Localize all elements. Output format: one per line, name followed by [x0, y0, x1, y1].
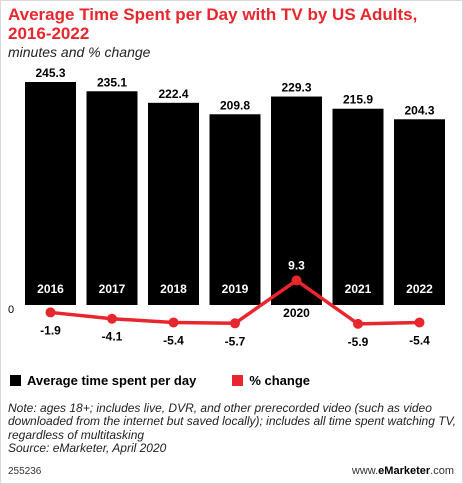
- chart-area: 0 245.3 2016 235.1 2017 222.4 2018 209.8 2019 229…: [8, 66, 445, 349]
- category-label-2019: 2019: [222, 282, 249, 296]
- bar-value-label-2018: 222.4: [158, 87, 188, 101]
- line-value-label-2020: 9.3: [288, 258, 305, 272]
- legend-item-bars: Average time spent per day: [10, 373, 196, 388]
- bar-value-label-2020: 229.3: [281, 81, 311, 95]
- category-label-2017: 2017: [99, 282, 126, 296]
- brand-name: eMarketer: [378, 465, 431, 477]
- category-label-2022: 2022: [406, 282, 433, 296]
- brand-logo[interactable]: www.eMarketer.com: [352, 465, 454, 477]
- line-point-2018: [168, 317, 179, 328]
- line-point-2022: [414, 317, 425, 328]
- line-point-2017: [107, 313, 117, 324]
- bar-value-label-2022: 204.3: [404, 103, 434, 117]
- bar-2019: [209, 114, 261, 305]
- bar-value-label-2021: 215.9: [343, 93, 373, 107]
- legend-swatch-bars: [10, 375, 21, 386]
- bar-2022: [394, 119, 445, 305]
- chart-id: 255236: [8, 466, 42, 477]
- bar-value-label-2019: 209.8: [220, 98, 250, 112]
- note-text: Note: ages 18+; includes live, DVR, and …: [8, 401, 457, 442]
- legend-label-line: % change: [249, 373, 310, 388]
- legend-label-bars: Average time spent per day: [27, 373, 197, 388]
- chart-note: Note: ages 18+; includes live, DVR, and …: [8, 401, 457, 456]
- line-value-label-2018: -5.4: [163, 333, 184, 347]
- brand-suffix: .com: [430, 465, 454, 477]
- legend-swatch-line: [232, 375, 244, 386]
- chart-title: Average Time Spent per Day with TV by US…: [8, 5, 418, 43]
- category-label-2018: 2018: [160, 282, 187, 296]
- bar-2020: [271, 96, 322, 305]
- line-value-label-2019: -5.7: [225, 334, 246, 348]
- category-label-2021: 2021: [345, 282, 372, 296]
- line-point-2019: [230, 318, 240, 329]
- bar-value-label-2016: 245.3: [35, 66, 65, 80]
- bar-value-label-2017: 235.1: [97, 75, 127, 89]
- bar-2017: [86, 91, 138, 305]
- zero-axis-label: 0: [8, 304, 14, 316]
- line-point-2021: [353, 318, 363, 329]
- bar-2018: [148, 102, 199, 305]
- legend-item-line: % change: [232, 373, 310, 388]
- line-value-label-2022: -5.4: [409, 333, 430, 347]
- line-point-2020: [291, 275, 302, 286]
- line-value-label-2017: -4.1: [102, 330, 123, 344]
- brand-prefix: www.: [351, 465, 379, 477]
- line-point-2016: [45, 307, 56, 318]
- line-value-label-2021: -5.9: [348, 335, 369, 349]
- line-value-label-2016: -1.9: [40, 323, 61, 337]
- bar-2021: [332, 108, 384, 306]
- bar-2016: [25, 82, 76, 305]
- source-text: Source: eMarketer, April 2020: [8, 441, 167, 456]
- category-label-2016: 2016: [37, 282, 64, 296]
- chart-subtitle: minutes and % change: [8, 44, 151, 60]
- category-label-2020: 2020: [283, 306, 310, 320]
- legend: Average time spent per day % change: [10, 373, 346, 388]
